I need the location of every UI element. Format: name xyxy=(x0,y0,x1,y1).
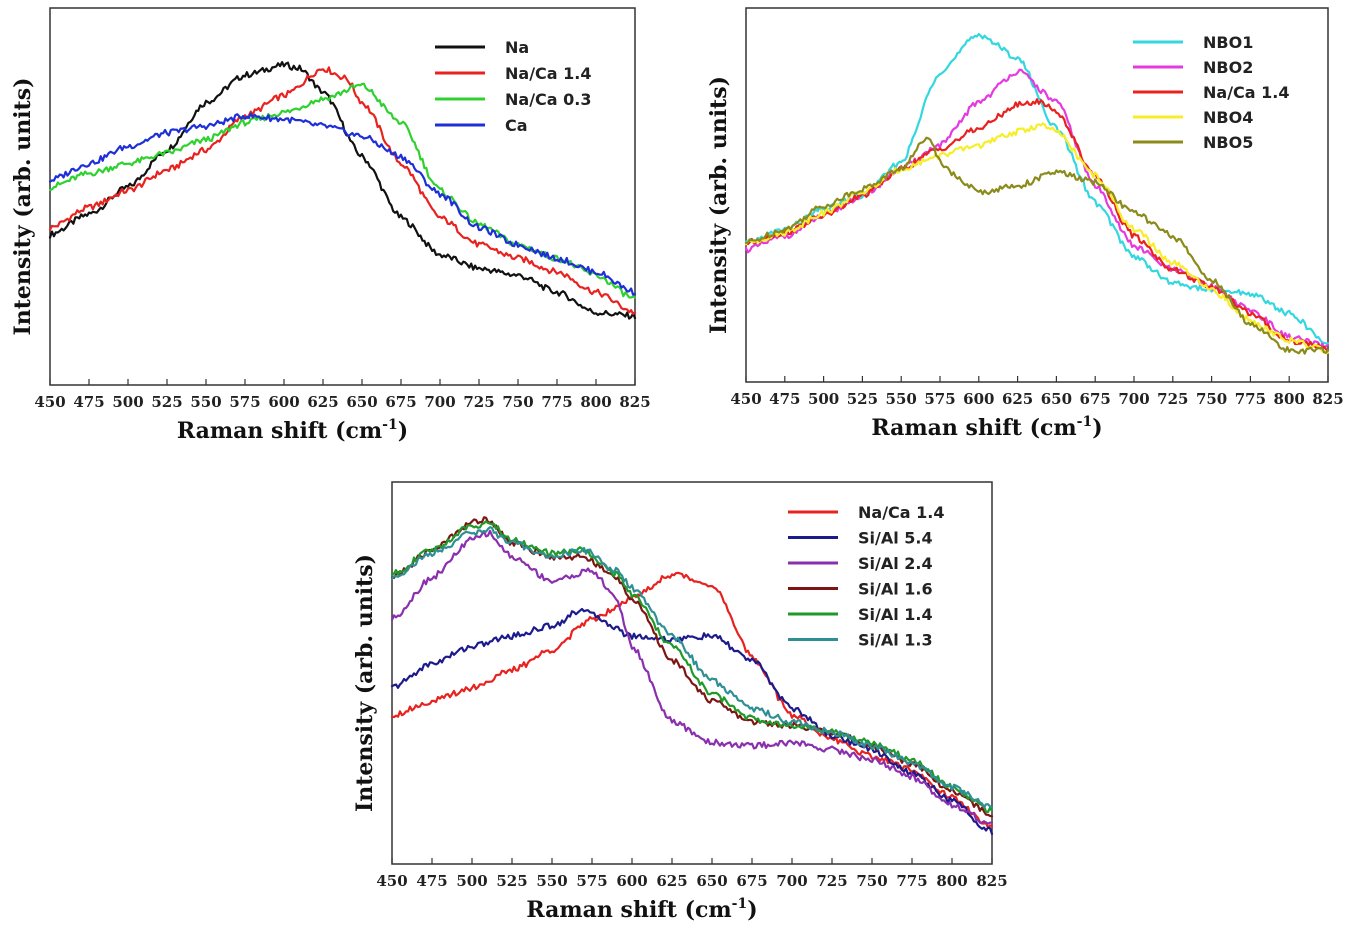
x-tick-label: 700 xyxy=(776,872,807,890)
x-tick-label: 450 xyxy=(34,393,65,411)
x-tick-label: 600 xyxy=(616,872,647,890)
x-axis-title: Raman shift (cm-1) xyxy=(526,896,757,923)
series-line-na-ca-0-3 xyxy=(48,82,637,299)
chart-panel-1: 450 475 500 525 550 575 600 625 650 675 700 725 750 7… xyxy=(10,7,651,444)
x-tick-label: 650 xyxy=(346,393,377,411)
y-axis-title: Intensity (arb. units) xyxy=(352,554,378,812)
x-tick-label: 800 xyxy=(1274,390,1305,408)
x-tick-label: 475 xyxy=(769,390,800,408)
x-tick-label: 575 xyxy=(924,390,955,408)
legend-label: Na/Ca 1.4 xyxy=(1203,83,1289,102)
legend-label: Na/Ca 1.4 xyxy=(858,503,944,522)
legend-label: Ca xyxy=(505,116,528,135)
x-tick-label: 675 xyxy=(385,393,416,411)
plot-frame xyxy=(745,7,1329,383)
x-tick-label: 450 xyxy=(376,872,407,890)
x-tick-label: 575 xyxy=(576,872,607,890)
x-tick-label: 650 xyxy=(1041,390,1072,408)
x-tick-label: 725 xyxy=(816,872,847,890)
legend-label: Na xyxy=(505,38,529,57)
legend-label: Si/Al 5.4 xyxy=(858,529,933,548)
x-tick-label: 675 xyxy=(736,872,767,890)
legend-label: Si/Al 1.6 xyxy=(858,580,933,599)
series-line-na xyxy=(48,61,637,320)
series-line-nbo1 xyxy=(744,33,1330,345)
x-tick-label: 500 xyxy=(112,393,143,411)
series-line-na-ca-1-4 xyxy=(390,571,994,829)
x-tick-label: 625 xyxy=(1002,390,1033,408)
y-axis-title: Intensity (arb. units) xyxy=(706,76,732,334)
x-tick-label: 600 xyxy=(963,390,994,408)
x-tick-label: 575 xyxy=(229,393,260,411)
legend-label: Si/Al 1.3 xyxy=(858,631,933,650)
x-tick-label: 725 xyxy=(1157,390,1188,408)
x-tick-label: 650 xyxy=(696,872,727,890)
y-axis-title: Intensity (arb. units) xyxy=(10,77,36,335)
x-tick-label: 750 xyxy=(502,393,533,411)
plot-frame xyxy=(49,7,636,386)
x-tick-label: 750 xyxy=(1196,390,1227,408)
x-tick-label: 775 xyxy=(541,393,572,411)
x-tick-label: 550 xyxy=(536,872,567,890)
series-line-ca xyxy=(48,112,637,296)
legend-label: Na/Ca 1.4 xyxy=(505,64,591,83)
x-axis-title: Raman shift (cm-1) xyxy=(871,414,1102,441)
series-line-si-al-2-4 xyxy=(390,529,994,825)
x-tick-label: 475 xyxy=(416,872,447,890)
legend-label: NBO1 xyxy=(1203,33,1253,52)
x-tick-label: 825 xyxy=(1312,390,1343,408)
x-tick-label: 800 xyxy=(936,872,967,890)
x-tick-label: 450 xyxy=(730,390,761,408)
chart-panel-3: 450 475 500 525 550 575 600 625 650 675 700 725 750 7… xyxy=(352,481,1008,923)
series-line-si-al-5-4 xyxy=(390,607,994,835)
chart-panel-2: 450 475 500 525 550 575 600 625 650 675 700 725 750 7… xyxy=(706,7,1344,441)
legend-label: Si/Al 1.4 xyxy=(858,605,933,624)
x-tick-label: 825 xyxy=(976,872,1007,890)
x-tick-label: 500 xyxy=(456,872,487,890)
x-tick-label: 675 xyxy=(1080,390,1111,408)
x-tick-label: 525 xyxy=(847,390,878,408)
series-line-nbo4 xyxy=(744,122,1330,355)
x-tick-label: 625 xyxy=(307,393,338,411)
x-tick-label: 525 xyxy=(496,872,527,890)
x-tick-label: 550 xyxy=(886,390,917,408)
series-line-nbo5 xyxy=(744,136,1330,355)
x-tick-label: 775 xyxy=(1235,390,1266,408)
series-line-si-al-1-3 xyxy=(390,526,994,809)
x-tick-label: 800 xyxy=(580,393,611,411)
legend-label: Si/Al 2.4 xyxy=(858,554,933,573)
x-tick-label: 750 xyxy=(856,872,887,890)
x-axis-title: Raman shift (cm-1) xyxy=(177,417,408,444)
x-tick-label: 700 xyxy=(424,393,455,411)
x-tick-label: 500 xyxy=(808,390,839,408)
legend-label: NBO4 xyxy=(1203,108,1253,127)
legend-label: Na/Ca 0.3 xyxy=(505,90,591,109)
series-line-na-ca-1-4 xyxy=(48,66,637,315)
legend-label: NBO5 xyxy=(1203,133,1253,152)
x-tick-label: 725 xyxy=(463,393,494,411)
x-tick-label: 775 xyxy=(896,872,927,890)
x-tick-label: 600 xyxy=(268,393,299,411)
x-tick-label: 825 xyxy=(619,393,650,411)
plot-frame xyxy=(391,481,993,865)
x-tick-label: 700 xyxy=(1118,390,1149,408)
x-tick-label: 625 xyxy=(656,872,687,890)
series-line-si-al-1-4 xyxy=(390,520,994,814)
x-tick-label: 475 xyxy=(73,393,104,411)
legend-label: NBO2 xyxy=(1203,58,1253,77)
x-tick-label: 550 xyxy=(190,393,221,411)
x-tick-label: 525 xyxy=(151,393,182,411)
